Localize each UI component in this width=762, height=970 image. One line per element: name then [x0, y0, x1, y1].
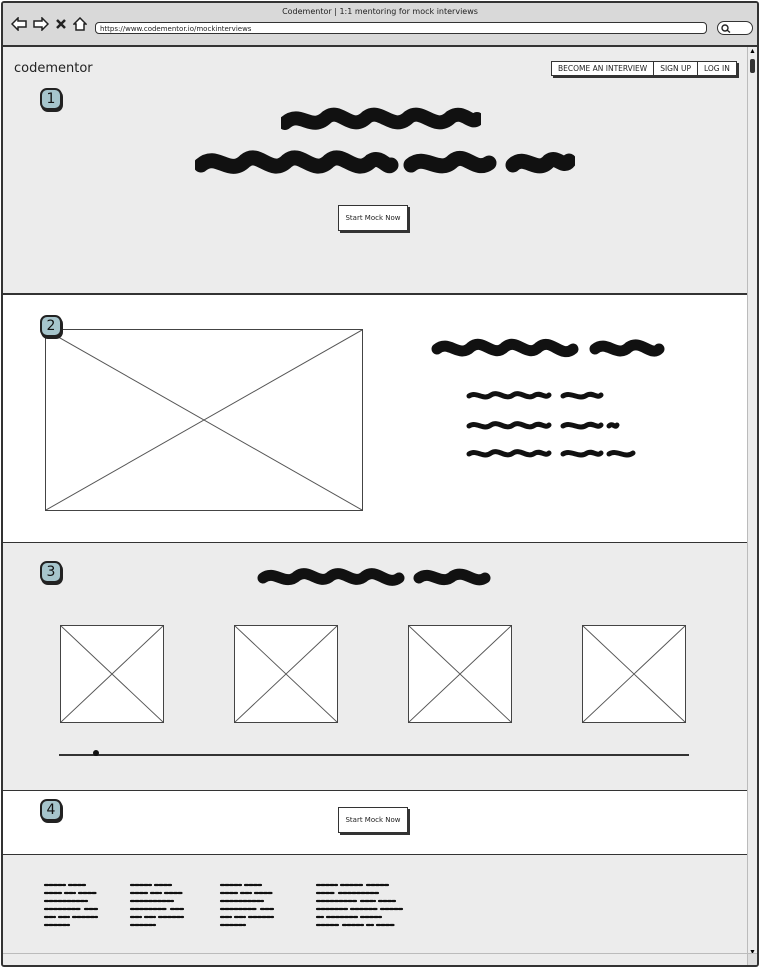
section-marker-4: 4: [40, 799, 62, 821]
carousel-section: 3: [3, 543, 751, 791]
feature-bullet-3-scribble: [466, 449, 636, 458]
vertical-scrollbar[interactable]: ▲ ▼: [747, 47, 757, 957]
forward-arrow-icon[interactable]: [33, 17, 49, 31]
page-content: codementor BECOME AN INTERVIEW SIGN UP L…: [3, 47, 751, 957]
nav-become-interviewer[interactable]: BECOME AN INTERVIEW: [552, 62, 655, 75]
scroll-up-arrow-icon[interactable]: ▲: [749, 48, 756, 55]
search-icon: [721, 24, 731, 33]
hero-headline-scribble: [281, 107, 481, 130]
site-logo[interactable]: codementor: [14, 61, 93, 76]
section-marker-1: 1: [40, 88, 62, 110]
footer-column-1-scribble: [43, 883, 99, 927]
resize-corner: [747, 953, 757, 965]
address-bar[interactable]: https://www.codementor.io/mockinterviews: [95, 22, 707, 34]
carousel-slider-knob[interactable]: [93, 750, 99, 756]
footer-section: [3, 855, 751, 957]
footer-column-4-scribble: [315, 883, 405, 927]
section-marker-3: 3: [40, 561, 62, 583]
scrollbar-thumb[interactable]: [750, 59, 755, 73]
carousel-slider-track[interactable]: [59, 754, 689, 756]
nav-log-in[interactable]: LOG IN: [703, 64, 730, 73]
back-arrow-icon[interactable]: [11, 17, 27, 31]
window-title: Codementor | 1:1 mentoring for mock inte…: [282, 7, 478, 16]
hero-subheadline-scribble: [195, 150, 575, 174]
carousel-image-3[interactable]: [408, 625, 512, 723]
feature-section: 2: [3, 295, 751, 543]
feature-bullet-2-scribble: [466, 421, 620, 430]
feature-title-scribble: [431, 338, 665, 357]
carousel-image-4[interactable]: [582, 625, 686, 723]
carousel-image-2[interactable]: [234, 625, 338, 723]
carousel-title-scribble: [257, 568, 491, 586]
hero-section: codementor BECOME AN INTERVIEW SIGN UP L…: [3, 47, 751, 295]
start-mock-button-cta[interactable]: Start Mock Now: [338, 807, 408, 833]
browser-nav-icons: [11, 17, 87, 31]
browser-search[interactable]: [717, 21, 753, 35]
top-nav: BECOME AN INTERVIEW SIGN UP LOG IN: [551, 61, 737, 76]
feature-image-placeholder: [45, 329, 363, 511]
browser-titlebar: Codementor | 1:1 mentoring for mock inte…: [3, 3, 757, 47]
scroll-down-arrow-icon[interactable]: ▼: [749, 949, 756, 956]
horizontal-scrollbar[interactable]: [3, 953, 751, 965]
home-icon[interactable]: [73, 17, 87, 31]
footer-column-3-scribble: [219, 883, 275, 927]
cta-section: 4 Start Mock Now: [3, 791, 751, 855]
nav-sign-up[interactable]: SIGN UP: [654, 62, 698, 75]
close-icon[interactable]: [55, 18, 67, 30]
start-mock-button-hero[interactable]: Start Mock Now: [338, 205, 408, 231]
footer-column-2-scribble: [129, 883, 185, 927]
carousel-image-1[interactable]: [60, 625, 164, 723]
feature-bullet-1-scribble: [466, 391, 604, 400]
section-marker-2: 2: [40, 315, 62, 337]
